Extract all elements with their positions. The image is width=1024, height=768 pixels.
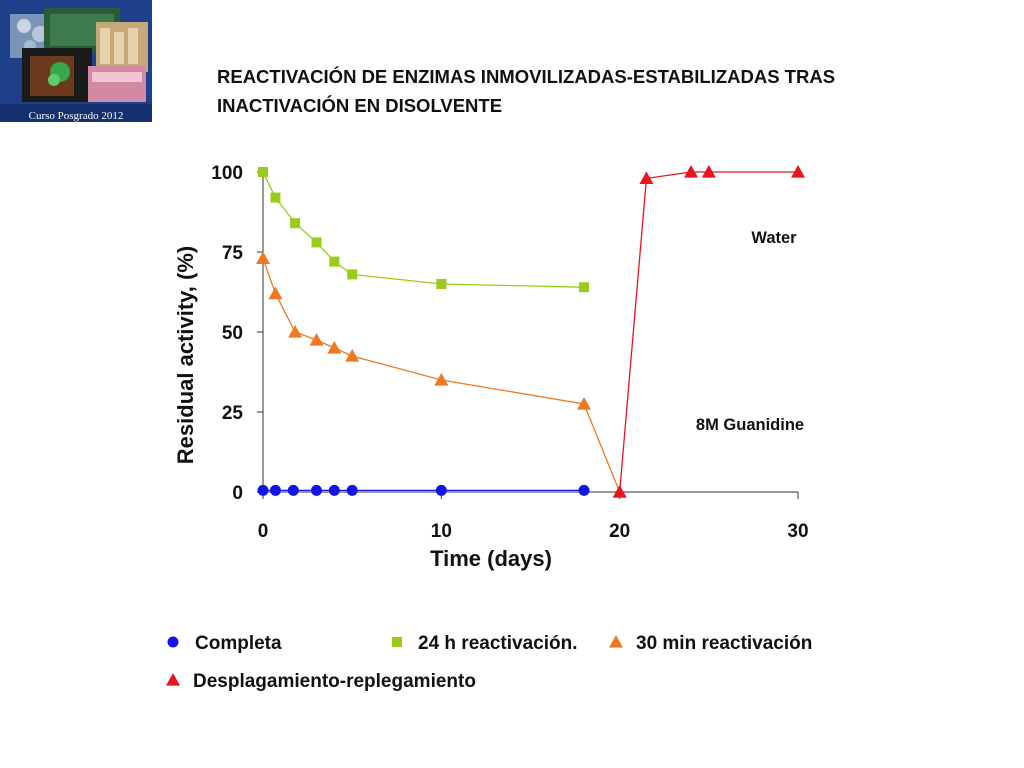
legend-label-1: 24 h reactivación. bbox=[418, 633, 577, 654]
series-3-point bbox=[612, 485, 627, 498]
series-0-point bbox=[346, 484, 358, 496]
series-2-point bbox=[327, 341, 342, 354]
series-2-point bbox=[577, 397, 591, 410]
y-tick-label: 25 bbox=[222, 403, 244, 424]
series-2-point bbox=[288, 325, 303, 338]
series-1-point bbox=[329, 256, 340, 267]
slide-title-line-2: INACTIVACIÓN EN DISOLVENTE bbox=[217, 95, 503, 116]
series-1-point bbox=[311, 237, 322, 248]
annotation-guanidine: 8M Guanidine bbox=[696, 416, 804, 434]
logo-caption: Curso Posgrado 2012 bbox=[28, 110, 124, 122]
legend: Completa 24 h reactivación. 30 min reactiv… bbox=[166, 633, 812, 692]
legend-marker-2 bbox=[609, 635, 623, 648]
series-0-point bbox=[328, 484, 340, 496]
series-lines bbox=[262, 171, 798, 493]
series-1-point bbox=[258, 167, 268, 177]
series-line-3 bbox=[619, 171, 798, 493]
series-1-point bbox=[436, 279, 447, 289]
y-tick-label: 75 bbox=[222, 243, 244, 264]
series-0-point bbox=[257, 484, 269, 496]
logo-collage-image bbox=[0, 0, 152, 122]
x-tick-label: 20 bbox=[609, 521, 630, 542]
x-tick-label: 30 bbox=[787, 521, 808, 542]
slide-title-line-1: REACTIVACIÓN DE ENZIMAS INMOVILIZADAS-ES… bbox=[217, 66, 836, 87]
legend-marker-3 bbox=[166, 673, 180, 686]
series-0-point bbox=[435, 484, 447, 496]
series-3-point bbox=[701, 165, 716, 178]
series-0-point bbox=[269, 484, 281, 496]
series-markers bbox=[256, 165, 805, 498]
series-0-point bbox=[311, 484, 322, 496]
y-axis-title: Residual activity, (%) bbox=[173, 246, 198, 464]
legend-label-0: Completa bbox=[195, 633, 282, 654]
series-1-point bbox=[290, 218, 301, 229]
x-tick-label: 0 bbox=[258, 521, 269, 542]
series-line-1 bbox=[262, 171, 585, 288]
series-2-point bbox=[309, 333, 324, 346]
series-2-point bbox=[268, 286, 283, 300]
series-1-point bbox=[347, 269, 358, 280]
legend-label-3: Desplagamiento-replegamiento bbox=[193, 671, 476, 692]
series-1-point bbox=[270, 192, 281, 203]
annotation-water: Water bbox=[751, 229, 797, 247]
y-tick-label: 100 bbox=[211, 163, 243, 184]
series-3-point bbox=[639, 171, 654, 184]
y-tick-label: 0 bbox=[232, 483, 243, 504]
chart-labels: 0 25 50 75 100 0 10 20 30 Time (days) Residual act… bbox=[173, 163, 809, 571]
legend-marker-0 bbox=[167, 636, 179, 648]
series-0-point bbox=[287, 484, 299, 496]
x-tick-label: 10 bbox=[431, 521, 452, 542]
chart-axes bbox=[257, 170, 799, 499]
series-2-point bbox=[345, 349, 360, 362]
y-tick-label: 50 bbox=[222, 323, 243, 344]
series-3-point bbox=[684, 165, 698, 178]
course-logo: Curso Posgrado 2012 bbox=[0, 0, 152, 122]
series-3-point bbox=[791, 165, 805, 178]
legend-marker-1 bbox=[392, 637, 402, 647]
slide-title: REACTIVACIÓN DE ENZIMAS INMOVILIZADAS-ES… bbox=[217, 62, 977, 120]
series-0-point bbox=[578, 484, 590, 496]
legend-label-2: 30 min reactivación bbox=[636, 633, 812, 654]
series-2-point bbox=[256, 251, 270, 264]
x-axis-title: Time (days) bbox=[430, 546, 552, 571]
series-1-point bbox=[579, 282, 589, 293]
series-2-point bbox=[434, 373, 449, 386]
